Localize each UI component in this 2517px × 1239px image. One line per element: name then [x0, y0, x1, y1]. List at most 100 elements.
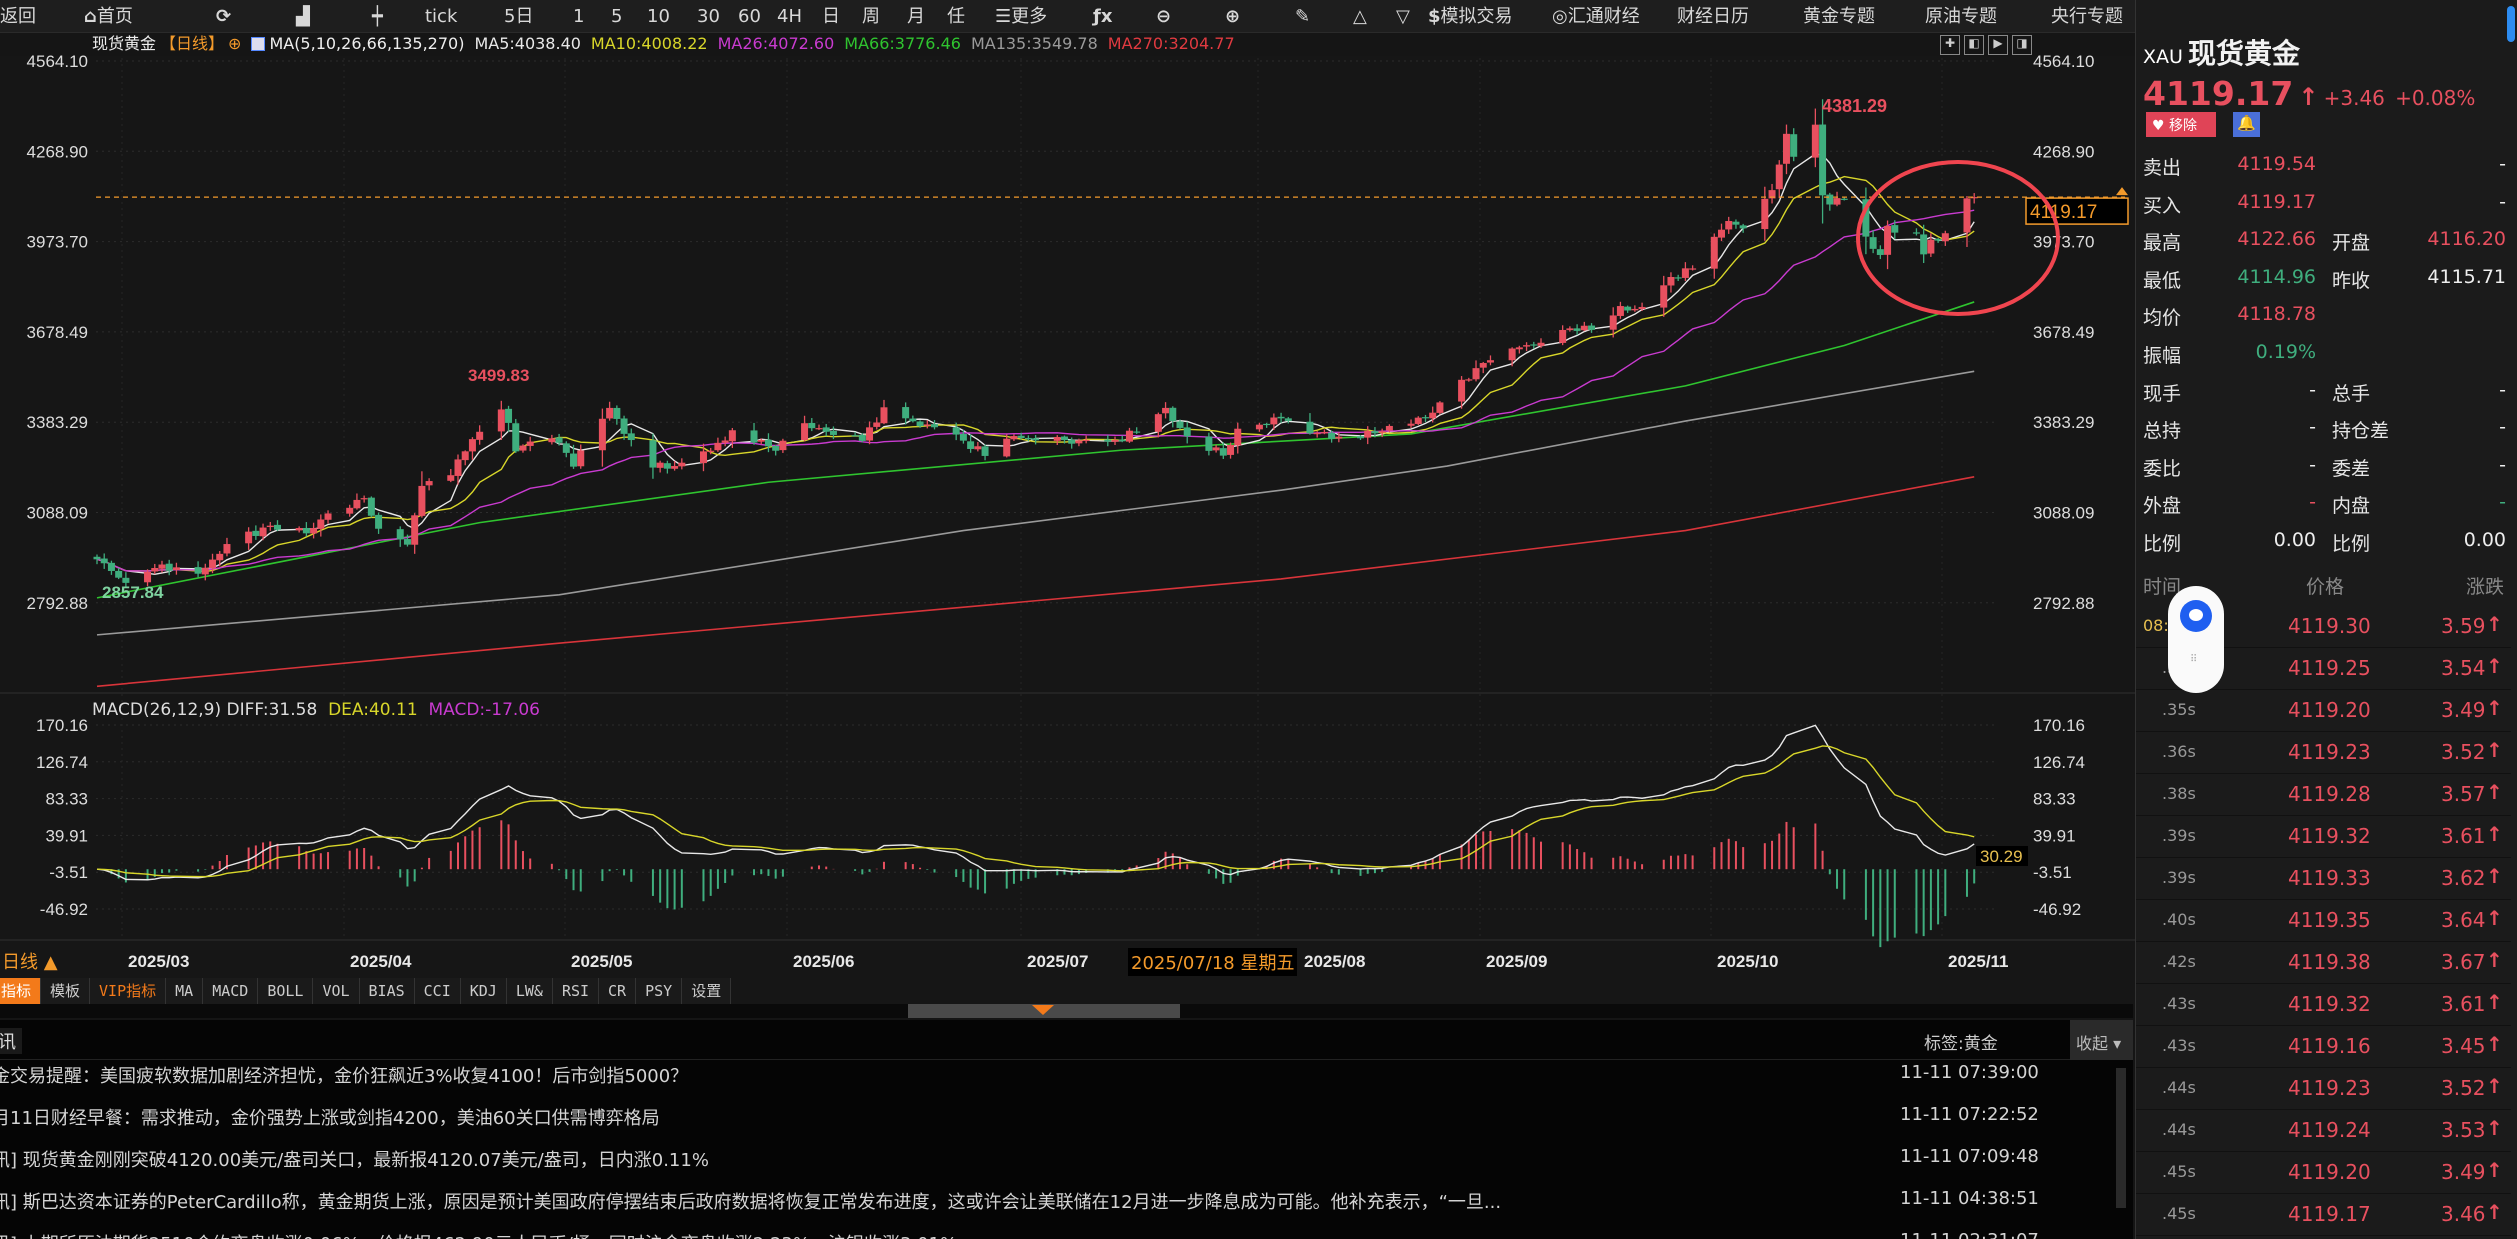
- current-price-label: 4119.17: [2030, 202, 2097, 223]
- tick-price: 4119.20: [2288, 698, 2371, 722]
- indicator-tab[interactable]: LW&: [506, 978, 553, 1004]
- candle: [902, 402, 910, 425]
- toolbar-item-b5[interactable]: tick: [425, 6, 457, 27]
- toolbar-item-b15[interactable]: 月: [907, 6, 925, 27]
- toolbar-item-b6[interactable]: 5日: [504, 6, 533, 27]
- candle: [1530, 341, 1538, 349]
- candle: [1840, 197, 1848, 201]
- candle-body: [1378, 431, 1386, 433]
- period-toggle[interactable]: 日线 ▲: [2, 952, 58, 973]
- indicator-tab[interactable]: CR: [599, 978, 637, 1004]
- toolbar-item-b24[interactable]: $模拟交易: [1428, 6, 1513, 27]
- ma-indicator-icon[interactable]: [251, 37, 266, 51]
- toolbar-item-triangle-up[interactable]: △: [1353, 6, 1367, 27]
- toolbar-item-b25[interactable]: ◎汇通财经: [1552, 6, 1640, 27]
- drag-handle-icon[interactable]: ⠿: [2190, 654, 2198, 665]
- date-tick: 2025/11: [1948, 952, 2009, 971]
- toolbar-item-b0[interactable]: 返回: [0, 6, 36, 27]
- candle: [360, 495, 368, 503]
- indicator-tab[interactable]: 模板: [41, 978, 91, 1004]
- toolbar-item-b13[interactable]: 日: [822, 6, 840, 27]
- indicator-tab[interactable]: KDJ: [460, 978, 507, 1004]
- indicator-tab[interactable]: VIP指标: [90, 978, 167, 1004]
- toolbar-item-b7[interactable]: 1: [573, 6, 584, 27]
- toolbar-item-bar-chart[interactable]: ▟: [296, 6, 310, 27]
- price-chart[interactable]: 4564.10 4564.10 4268.90 4268.90 3973.70 3973.…: [0, 0, 2135, 1005]
- chart-scrollbar[interactable]: [0, 1004, 2133, 1018]
- toolbar-item-b9[interactable]: 10: [647, 6, 670, 27]
- toolbar-item-b1[interactable]: ⌂首页: [84, 6, 133, 27]
- news-item[interactable]: 月11日财经早餐：需求推动，金价强势上涨或剑指4200，美油60关口供需博弈格局: [0, 1108, 660, 1129]
- indicator-tab[interactable]: 设置: [682, 978, 732, 1004]
- play-icon[interactable]: ▶: [1988, 35, 2008, 55]
- toolbar-item-b29[interactable]: 央行专题: [2051, 6, 2123, 27]
- quote-value: -: [2499, 491, 2506, 514]
- step-back-icon[interactable]: ◧: [1964, 35, 1984, 55]
- indicator-tab[interactable]: RSI: [552, 978, 600, 1004]
- news-item[interactable]: 讯] 上期所原油期货2510合约夜盘收涨0.06%，价格报462.90元人民币/…: [0, 1230, 957, 1239]
- toolbar-item-triangle-down[interactable]: ▽: [1396, 6, 1410, 27]
- refresh-icon: ⟳: [216, 6, 232, 27]
- candle: [375, 512, 383, 534]
- floating-assistant-widget[interactable]: ⠿: [2168, 586, 2224, 693]
- toolbar-item-b11[interactable]: 60: [738, 6, 761, 27]
- toolbar-item-candlestick[interactable]: ┿: [372, 6, 383, 27]
- candle: [1876, 245, 1884, 260]
- toolbar-item-zoom-in[interactable]: ⊕: [1225, 6, 1240, 27]
- candle-body: [757, 439, 765, 442]
- step-forward-icon[interactable]: ◨: [2012, 35, 2032, 55]
- quote-label: 开盘: [2332, 232, 2371, 255]
- candle: [302, 522, 310, 537]
- toolbar-item-b26[interactable]: 财经日历: [1677, 6, 1749, 27]
- news-item[interactable]: 讯] 现货黄金刚刚突破4120.00美元/盎司关口，最新报4120.07美元/盎…: [0, 1150, 709, 1171]
- indicator-tab[interactable]: CCI: [414, 978, 461, 1004]
- quote-value: -: [2309, 453, 2316, 476]
- indicator-tab[interactable]: PSY: [636, 978, 683, 1004]
- bell-alert-button[interactable]: 🔔: [2233, 112, 2260, 137]
- indicator-tab[interactable]: MACD: [203, 978, 259, 1004]
- candle: [555, 433, 563, 446]
- toolbar-item-b16[interactable]: 任: [947, 6, 965, 27]
- toolbar-item-zoom-out[interactable]: ⊖: [1156, 6, 1171, 27]
- quote-code: XAU: [2143, 46, 2183, 68]
- period-label[interactable]: 【日线】: [160, 34, 225, 53]
- toolbar-item-b10[interactable]: 30: [697, 6, 720, 27]
- toolbar-item-b27[interactable]: 黄金专题: [1803, 6, 1875, 27]
- toolbar-item-fx[interactable]: ƒx: [1093, 6, 1112, 27]
- candle-body: [1710, 236, 1718, 269]
- news-item[interactable]: 金交易提醒：美国疲软数据加剧经济担忧，金价狂飙近3%收复4100！后市剑指500…: [0, 1066, 689, 1087]
- indicator-tab[interactable]: MA: [166, 978, 204, 1004]
- toolbar-item-b28[interactable]: 原油专题: [1925, 6, 1997, 27]
- candle: [1523, 342, 1531, 352]
- collapse-arrow-icon[interactable]: [1032, 1005, 1054, 1015]
- indicator-tab[interactable]: BOLL: [258, 978, 314, 1004]
- fit-icon[interactable]: ✚: [1940, 35, 1960, 55]
- candle: [411, 513, 419, 554]
- indicator-tab[interactable]: BIAS: [359, 978, 415, 1004]
- toolbar-item-refresh[interactable]: ⟳: [216, 6, 231, 27]
- indicator-tab[interactable]: 指标: [0, 978, 42, 1004]
- settings-icon[interactable]: ⊕: [228, 34, 242, 53]
- news-item[interactable]: 讯] 斯巴达资本证券的PeterCardillo称，黄金期货上涨，原因是预计美国…: [0, 1192, 1502, 1213]
- remove-favorite-button[interactable]: ♥ 移除: [2146, 112, 2216, 137]
- candle: [1862, 187, 1870, 255]
- toolbar-item-b8[interactable]: 5: [611, 6, 622, 27]
- macd-tick-right: 126.74: [2033, 753, 2085, 772]
- toolbar-item-pen[interactable]: ✎: [1295, 6, 1310, 27]
- news-tab[interactable]: 讯: [0, 1028, 22, 1054]
- candle-body: [1364, 430, 1372, 438]
- toolbar-item-b17[interactable]: ☰更多: [995, 6, 1047, 27]
- toolbar-item-b14[interactable]: 周: [862, 6, 880, 27]
- candle-body: [1270, 417, 1278, 425]
- news-scrollbar[interactable]: [2116, 1068, 2126, 1208]
- candle-body: [866, 427, 874, 441]
- panel-scrollbar[interactable]: [2507, 6, 2515, 42]
- indicator-tab[interactable]: VOL: [313, 978, 360, 1004]
- candle: [1927, 233, 1935, 257]
- collapse-button[interactable]: 收起 ▾: [2070, 1020, 2133, 1060]
- quote-label: 均价: [2143, 307, 2182, 330]
- tick-price: 4119.38: [2288, 950, 2371, 974]
- candle-body: [1523, 345, 1531, 347]
- toolbar-item-b12[interactable]: 4H: [777, 6, 802, 27]
- candle-body: [1458, 379, 1466, 402]
